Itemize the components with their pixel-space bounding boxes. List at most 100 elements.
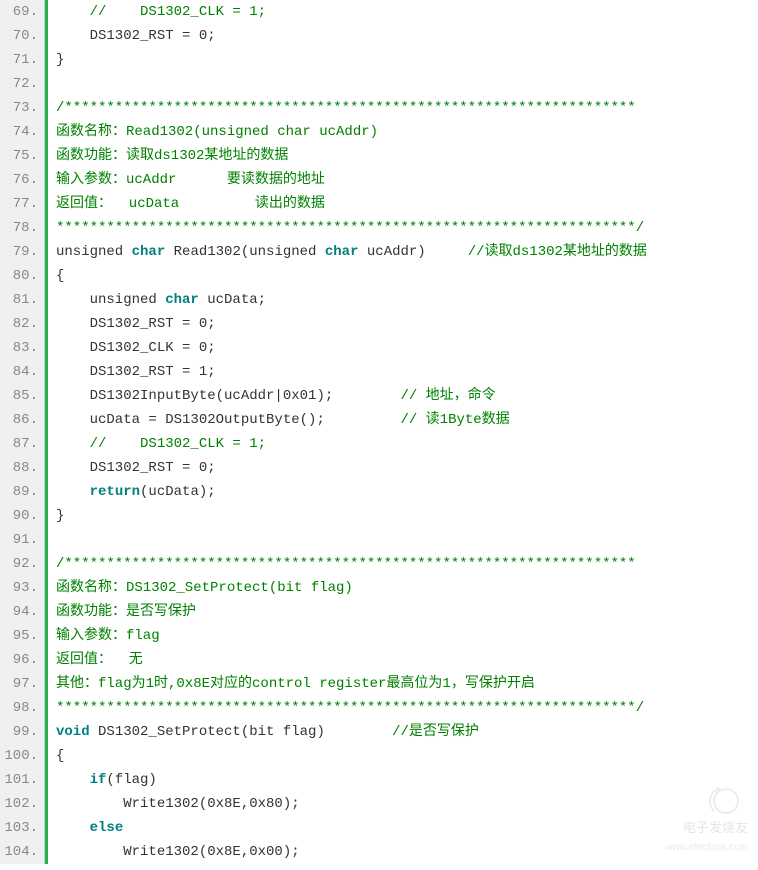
code-token: if: [90, 772, 107, 788]
code-line[interactable]: {: [56, 264, 758, 288]
code-line[interactable]: DS1302_RST = 0;: [56, 24, 758, 48]
code-line[interactable]: 函数功能：读取ds1302某地址的数据: [56, 144, 758, 168]
code-line[interactable]: ucData = DS1302OutputByte(); // 读1Byte数据: [56, 408, 758, 432]
line-number: 75.: [4, 144, 38, 168]
code-line[interactable]: }: [56, 504, 758, 528]
code-line[interactable]: /***************************************…: [56, 96, 758, 120]
code-token: DS1302_SetProtect(bit flag): [90, 724, 392, 740]
code-line[interactable]: DS1302_RST = 1;: [56, 360, 758, 384]
code-token: ucAddr): [358, 244, 467, 260]
line-number: 87.: [4, 432, 38, 456]
code-line[interactable]: 返回值： ucData 读出的数据: [56, 192, 758, 216]
line-number: 88.: [4, 456, 38, 480]
line-number: 76.: [4, 168, 38, 192]
code-line[interactable]: 返回值： 无: [56, 648, 758, 672]
code-token: (flag): [106, 772, 156, 788]
code-token: // DS1302_CLK = 1;: [56, 436, 266, 452]
code-token: DS1302_RST = 0;: [56, 460, 216, 476]
code-token: 返回值： 无: [56, 652, 143, 668]
line-number: 96.: [4, 648, 38, 672]
code-token: /***************************************…: [56, 100, 636, 116]
code-line[interactable]: DS1302_RST = 0;: [56, 312, 758, 336]
code-area[interactable]: // DS1302_CLK = 1; DS1302_RST = 0;} /***…: [48, 0, 758, 864]
code-token: 函数名称：DS1302_SetProtect(bit flag): [56, 580, 353, 596]
line-number: 69.: [4, 0, 38, 24]
line-number: 70.: [4, 24, 38, 48]
line-number: 104.: [4, 840, 38, 864]
code-line[interactable]: ****************************************…: [56, 696, 758, 720]
code-token: [56, 76, 64, 92]
line-number: 98.: [4, 696, 38, 720]
code-token: char: [325, 244, 359, 260]
code-token: ucData;: [199, 292, 266, 308]
code-line[interactable]: ****************************************…: [56, 216, 758, 240]
line-number: 83.: [4, 336, 38, 360]
code-token: 输入参数：flag: [56, 628, 160, 644]
code-line[interactable]: [56, 72, 758, 96]
code-token: ucData = DS1302OutputByte();: [56, 412, 400, 428]
code-token: /***************************************…: [56, 556, 636, 572]
line-number: 74.: [4, 120, 38, 144]
code-line[interactable]: return(ucData);: [56, 480, 758, 504]
code-token: //读取ds1302某地址的数据: [468, 244, 647, 260]
code-token: ****************************************…: [56, 700, 644, 716]
line-number: 95.: [4, 624, 38, 648]
line-number: 100.: [4, 744, 38, 768]
code-line[interactable]: [56, 528, 758, 552]
code-token: ****************************************…: [56, 220, 644, 236]
code-line[interactable]: 函数名称：DS1302_SetProtect(bit flag): [56, 576, 758, 600]
line-number: 101.: [4, 768, 38, 792]
code-line[interactable]: void DS1302_SetProtect(bit flag) //是否写保护: [56, 720, 758, 744]
code-line[interactable]: unsigned char ucData;: [56, 288, 758, 312]
code-token: unsigned: [56, 292, 165, 308]
code-line[interactable]: if(flag): [56, 768, 758, 792]
line-number: 84.: [4, 360, 38, 384]
line-number: 71.: [4, 48, 38, 72]
code-token: 返回值： ucData 读出的数据: [56, 196, 325, 212]
code-token: [56, 820, 90, 836]
code-line[interactable]: else: [56, 816, 758, 840]
code-line[interactable]: 函数名称：Read1302(unsigned char ucAddr): [56, 120, 758, 144]
line-number: 93.: [4, 576, 38, 600]
code-token: else: [90, 820, 124, 836]
code-line[interactable]: 输入参数：flag: [56, 624, 758, 648]
line-number: 73.: [4, 96, 38, 120]
line-number: 80.: [4, 264, 38, 288]
code-line[interactable]: Write1302(0x8E,0x00);: [56, 840, 758, 864]
code-token: return: [90, 484, 140, 500]
code-line[interactable]: DS1302_RST = 0;: [56, 456, 758, 480]
code-token: [56, 532, 64, 548]
code-line[interactable]: unsigned char Read1302(unsigned char ucA…: [56, 240, 758, 264]
code-token: 其他：flag为1时,0x8E对应的control register最高位为1，…: [56, 676, 535, 692]
code-line[interactable]: // DS1302_CLK = 1;: [56, 432, 758, 456]
code-token: Write1302(0x8E,0x00);: [56, 844, 300, 860]
code-editor: 69.70.71.72.73.74.75.76.77.78.79.80.81. 8…: [0, 0, 758, 864]
code-line[interactable]: 其他：flag为1时,0x8E对应的control register最高位为1，…: [56, 672, 758, 696]
line-number: 77.: [4, 192, 38, 216]
line-number: 85.: [4, 384, 38, 408]
code-token: char: [165, 292, 199, 308]
code-token: 函数功能：是否写保护: [56, 604, 196, 620]
line-number: 89.: [4, 480, 38, 504]
code-line[interactable]: Write1302(0x8E,0x80);: [56, 792, 758, 816]
code-line[interactable]: DS1302_CLK = 0;: [56, 336, 758, 360]
line-number: 78.: [4, 216, 38, 240]
code-line[interactable]: 函数功能：是否写保护: [56, 600, 758, 624]
line-number: 81.: [4, 288, 38, 312]
code-line[interactable]: 输入参数：ucAddr 要读数据的地址: [56, 168, 758, 192]
code-line[interactable]: DS1302InputByte(ucAddr|0x01); // 地址，命令: [56, 384, 758, 408]
code-token: {: [56, 268, 64, 284]
code-token: // 地址，命令: [400, 388, 495, 404]
code-token: DS1302_RST = 0;: [56, 316, 216, 332]
line-number: 99.: [4, 720, 38, 744]
code-line[interactable]: /***************************************…: [56, 552, 758, 576]
code-token: // 读1Byte数据: [400, 412, 509, 428]
code-line[interactable]: }: [56, 48, 758, 72]
code-token: 函数功能：读取ds1302某地址的数据: [56, 148, 288, 164]
code-token: Read1302(unsigned: [165, 244, 325, 260]
code-token: char: [132, 244, 166, 260]
line-number: 79.: [4, 240, 38, 264]
code-line[interactable]: // DS1302_CLK = 1;: [56, 0, 758, 24]
code-line[interactable]: {: [56, 744, 758, 768]
line-number: 72.: [4, 72, 38, 96]
